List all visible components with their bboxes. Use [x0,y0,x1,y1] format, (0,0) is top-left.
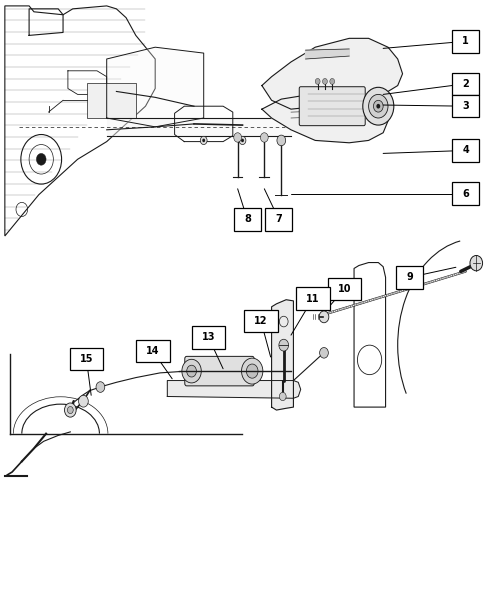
Circle shape [96,382,105,392]
FancyBboxPatch shape [265,208,292,231]
Circle shape [319,348,328,358]
FancyBboxPatch shape [243,310,277,332]
Text: 2: 2 [461,79,468,88]
Text: 13: 13 [201,333,215,342]
Circle shape [241,139,243,142]
Polygon shape [261,38,402,109]
Circle shape [279,392,286,401]
Circle shape [36,153,46,165]
Text: 6: 6 [461,189,468,198]
Polygon shape [271,300,293,410]
Circle shape [64,403,76,417]
Text: 3: 3 [461,101,468,111]
Text: 15: 15 [79,354,93,363]
FancyBboxPatch shape [451,95,478,117]
Polygon shape [106,47,203,127]
FancyBboxPatch shape [451,139,478,162]
FancyBboxPatch shape [136,340,169,362]
Text: 12: 12 [254,316,267,326]
FancyBboxPatch shape [299,87,364,126]
Polygon shape [167,381,300,398]
FancyBboxPatch shape [451,182,478,205]
FancyBboxPatch shape [233,208,260,231]
Text: 14: 14 [146,346,159,356]
Circle shape [278,339,288,351]
Circle shape [246,364,257,378]
Circle shape [233,133,241,142]
Text: 1: 1 [461,37,468,46]
FancyBboxPatch shape [69,348,103,370]
Circle shape [182,359,201,383]
Circle shape [78,395,88,407]
FancyBboxPatch shape [451,73,478,95]
Text: 4: 4 [461,146,468,155]
Circle shape [241,358,262,384]
Polygon shape [261,94,387,143]
Text: 11: 11 [305,294,319,303]
Circle shape [318,311,328,323]
Circle shape [239,136,245,145]
Text: 8: 8 [243,215,250,224]
Bar [87,83,136,118]
Circle shape [368,94,387,118]
Text: 9: 9 [406,273,412,282]
Circle shape [186,365,196,377]
FancyBboxPatch shape [451,30,478,53]
Circle shape [202,139,205,142]
Text: 10: 10 [337,284,350,294]
FancyBboxPatch shape [191,326,225,349]
Circle shape [376,104,379,109]
Circle shape [322,78,327,84]
FancyBboxPatch shape [395,266,423,289]
Circle shape [373,100,382,112]
Circle shape [315,78,319,84]
Polygon shape [305,49,348,59]
Text: 7: 7 [275,215,282,224]
Circle shape [276,135,285,146]
FancyBboxPatch shape [295,287,329,310]
FancyBboxPatch shape [327,278,360,300]
Circle shape [260,133,268,142]
Circle shape [362,87,393,125]
Circle shape [67,407,73,414]
Circle shape [329,78,334,84]
FancyBboxPatch shape [184,356,254,386]
Circle shape [200,136,207,145]
Circle shape [469,255,482,271]
